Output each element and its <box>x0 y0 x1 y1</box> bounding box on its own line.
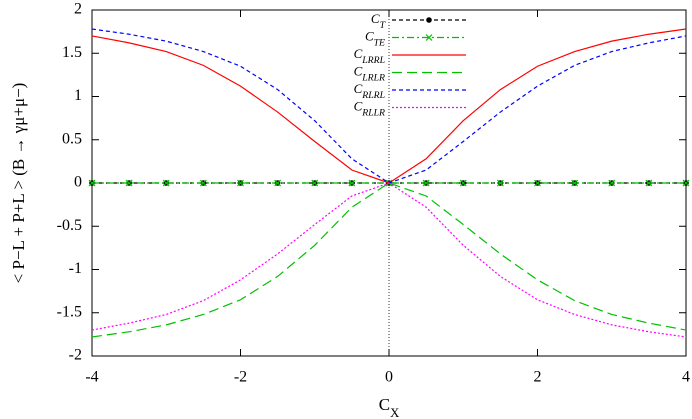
y-tick-label: -0.5 <box>57 217 82 234</box>
legend-marker <box>425 34 433 41</box>
marker <box>422 179 430 187</box>
y-tick-label: 0 <box>74 174 82 191</box>
marker <box>311 179 319 187</box>
marker <box>571 179 579 187</box>
y-tick-label: 0.5 <box>62 130 82 147</box>
y-tick-label: 2 <box>74 1 82 18</box>
marker <box>125 179 133 187</box>
marker <box>534 179 541 187</box>
y-tick-label: -1 <box>69 260 82 277</box>
x-tick-label: -4 <box>85 369 98 386</box>
legend-label: CTE <box>365 28 385 48</box>
marker <box>274 179 282 187</box>
y-axis-label: < P−L + P+L > (B → γμ+μ−) <box>9 83 28 284</box>
marker <box>199 179 207 187</box>
x-tick-label: 2 <box>534 369 542 386</box>
y-tick-label: 1 <box>74 87 82 104</box>
marker <box>348 179 356 187</box>
marker <box>682 179 690 187</box>
marker <box>237 179 244 187</box>
x-tick-label: 4 <box>682 369 690 386</box>
y-tick-label: -2 <box>69 347 82 364</box>
legend-marker <box>426 17 432 23</box>
x-axis-label: CX <box>379 395 400 419</box>
legend-label: CRLLR <box>354 98 385 118</box>
y-tick-label: -1.5 <box>57 303 82 320</box>
marker <box>88 179 96 187</box>
series-line <box>91 182 687 338</box>
marker <box>162 179 170 187</box>
y-tick-label: 1.5 <box>62 44 82 61</box>
marker <box>496 179 504 187</box>
x-tick-label: -2 <box>234 369 247 386</box>
marker <box>608 179 616 187</box>
marker <box>645 179 653 187</box>
marker <box>459 179 467 187</box>
series-line <box>91 182 687 338</box>
x-tick-label: 0 <box>385 369 393 386</box>
